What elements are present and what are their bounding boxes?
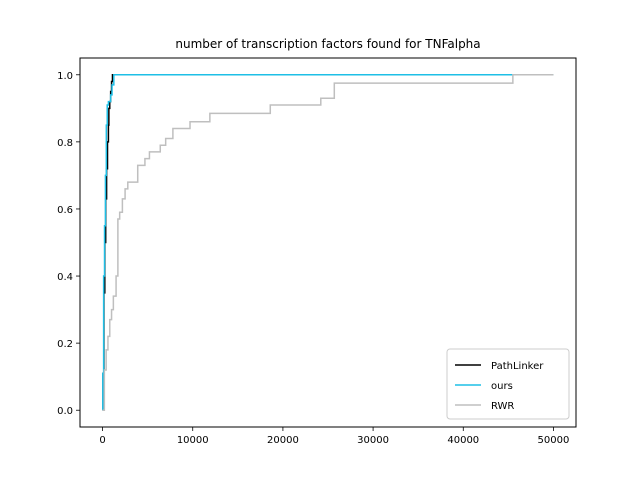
x-tick-label: 50000	[538, 435, 570, 446]
x-tick-label: 40000	[447, 435, 479, 446]
plot-area: 0 10000 20000 30000 40000 50000 0.00.20.40.60…	[57, 57, 577, 446]
legend-label: ours	[491, 381, 513, 392]
y-tick-label: 0.6	[57, 205, 73, 216]
chart-title: number of transcription factors found fo…	[175, 37, 480, 51]
series-layer	[102, 74, 554, 411]
x-tick-label: 0	[99, 435, 105, 446]
series-line-rwr	[102, 74, 554, 411]
x-tick-label: 20000	[267, 435, 299, 446]
series-line-ours	[102, 74, 554, 411]
legend-box	[446, 348, 570, 420]
y-axis: 0.0 0.2 0.4 0.6 0.8 1.0	[57, 71, 80, 417]
y-tick-label: 1.0	[57, 71, 73, 82]
x-tick-label: 10000	[177, 435, 209, 446]
legend-label: RWR	[491, 401, 514, 412]
legend: PathLinker ours RWR	[446, 348, 570, 420]
x-tick-label: 30000	[357, 435, 389, 446]
x-axis: 0 10000 20000 30000 40000 50000	[99, 427, 569, 446]
axes-frame	[79, 57, 577, 428]
legend-label: PathLinker	[491, 361, 544, 372]
y-tick-label: 0.8	[57, 138, 73, 149]
y-tick-label: 0.0	[57, 406, 73, 417]
y-tick-label: 0.4	[57, 272, 73, 283]
y-tick-label: 0.2	[57, 339, 73, 350]
